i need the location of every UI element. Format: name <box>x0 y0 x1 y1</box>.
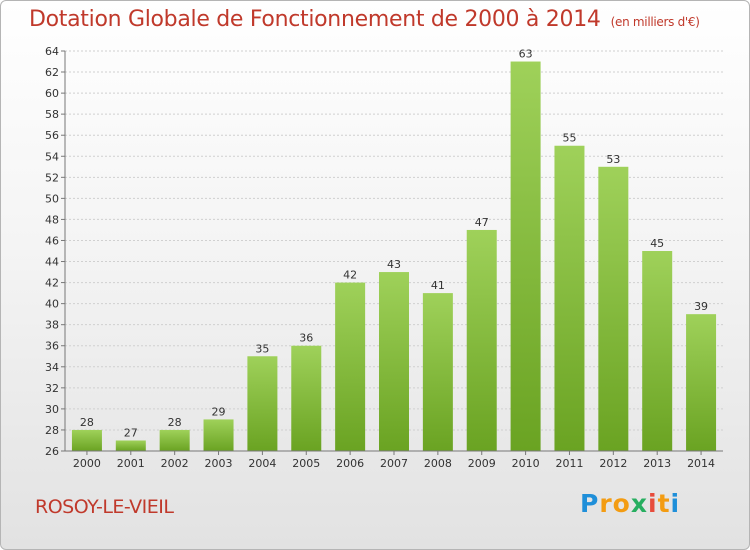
chart-title: Dotation Globale de Fonctionnement de 20… <box>29 7 700 32</box>
logo-letter: P <box>580 489 600 518</box>
y-axis: 26 28 30 32 34 36 38 40 42 44 46 48 50 52 54 56 58 60 62 64 <box>45 45 66 458</box>
bar-value-label: 42 <box>343 269 357 282</box>
y-tick-label: 52 <box>45 171 59 184</box>
bar-value-label: 29 <box>212 405 226 418</box>
y-tick-label: 60 <box>45 87 59 100</box>
x-tick-label: 2014 <box>687 457 715 470</box>
y-tick-label: 26 <box>45 445 59 458</box>
bar <box>686 314 717 451</box>
bar-value-label: 63 <box>519 48 533 61</box>
x-tick-label: 2003 <box>205 457 233 470</box>
chart-title-text: Dotation Globale de Fonctionnement de 20… <box>29 7 601 32</box>
bar-value-label: 43 <box>387 258 401 271</box>
y-tick-label: 62 <box>45 66 59 79</box>
logo-letter: t <box>657 489 671 518</box>
bar <box>554 145 585 451</box>
bar-value-label: 39 <box>694 300 708 313</box>
y-tick-label: 56 <box>45 129 59 142</box>
logo-letter: r <box>599 489 613 518</box>
y-tick-label: 42 <box>45 277 59 290</box>
y-tick-label: 64 <box>45 45 59 58</box>
bar <box>247 356 278 451</box>
y-tick-label: 58 <box>45 108 59 121</box>
bar-value-label: 27 <box>124 426 138 439</box>
commune-name: ROSOY-LE-VIEIL <box>35 496 174 518</box>
y-tick-label: 34 <box>45 361 59 374</box>
bar <box>291 345 322 451</box>
y-tick-label: 48 <box>45 213 59 226</box>
y-tick-label: 36 <box>45 340 59 353</box>
bar <box>115 440 146 451</box>
logo-letter: i <box>670 489 681 518</box>
chart-unit: (en milliers d'€) <box>610 15 700 29</box>
x-tick-label: 2007 <box>380 457 408 470</box>
bar <box>598 166 629 451</box>
bar <box>422 293 453 451</box>
logo-letter: i <box>648 489 658 518</box>
y-tick-label: 50 <box>45 192 59 205</box>
x-tick-label: 2009 <box>468 457 496 470</box>
bar <box>159 429 190 451</box>
bar <box>335 282 366 451</box>
y-tick-label: 30 <box>45 403 59 416</box>
bar-value-label: 47 <box>475 216 489 229</box>
proxiti-logo: Proxiti <box>580 489 680 518</box>
logo-letter: x <box>630 489 648 518</box>
bar-value-label: 28 <box>168 416 182 429</box>
x-tick-label: 2006 <box>336 457 364 470</box>
bar-value-label: 45 <box>650 237 664 250</box>
bar-value-label: 55 <box>562 132 576 145</box>
x-tick-label: 2010 <box>512 457 540 470</box>
x-tick-label: 2011 <box>555 457 583 470</box>
x-axis: 2000 2001 2002 2003 2004 2005 2006 2007 2008 2009… <box>65 450 723 470</box>
bar-value-label: 28 <box>80 416 94 429</box>
x-tick-label: 2013 <box>643 457 671 470</box>
bar <box>510 61 541 452</box>
bar <box>379 272 409 451</box>
x-tick-label: 2012 <box>599 457 627 470</box>
x-tick-label: 2005 <box>292 457 320 470</box>
bar <box>203 419 234 451</box>
x-tick-label: 2000 <box>73 457 101 470</box>
x-tick-label: 2004 <box>248 457 276 470</box>
bar-value-label: 35 <box>255 342 269 355</box>
bar <box>71 429 102 451</box>
logo-letter: o <box>612 489 631 518</box>
x-tick-label: 2001 <box>117 457 145 470</box>
y-tick-label: 28 <box>45 424 59 437</box>
bar <box>466 229 497 451</box>
bar-value-label: 53 <box>606 153 620 166</box>
x-tick-label: 2008 <box>424 457 452 470</box>
y-tick-label: 44 <box>45 256 59 269</box>
bars: 28 27 28 29 35 36 42 43 41 47 63 55 53 45 39 <box>71 48 717 452</box>
bar-value-label: 41 <box>431 279 445 292</box>
y-tick-label: 38 <box>45 319 59 332</box>
y-tick-label: 40 <box>45 298 59 311</box>
y-tick-label: 54 <box>45 150 59 163</box>
bar <box>642 251 673 451</box>
y-tick-label: 32 <box>45 382 59 395</box>
bar-value-label: 36 <box>299 332 313 345</box>
y-tick-label: 46 <box>45 234 59 247</box>
x-tick-label: 2002 <box>161 457 189 470</box>
